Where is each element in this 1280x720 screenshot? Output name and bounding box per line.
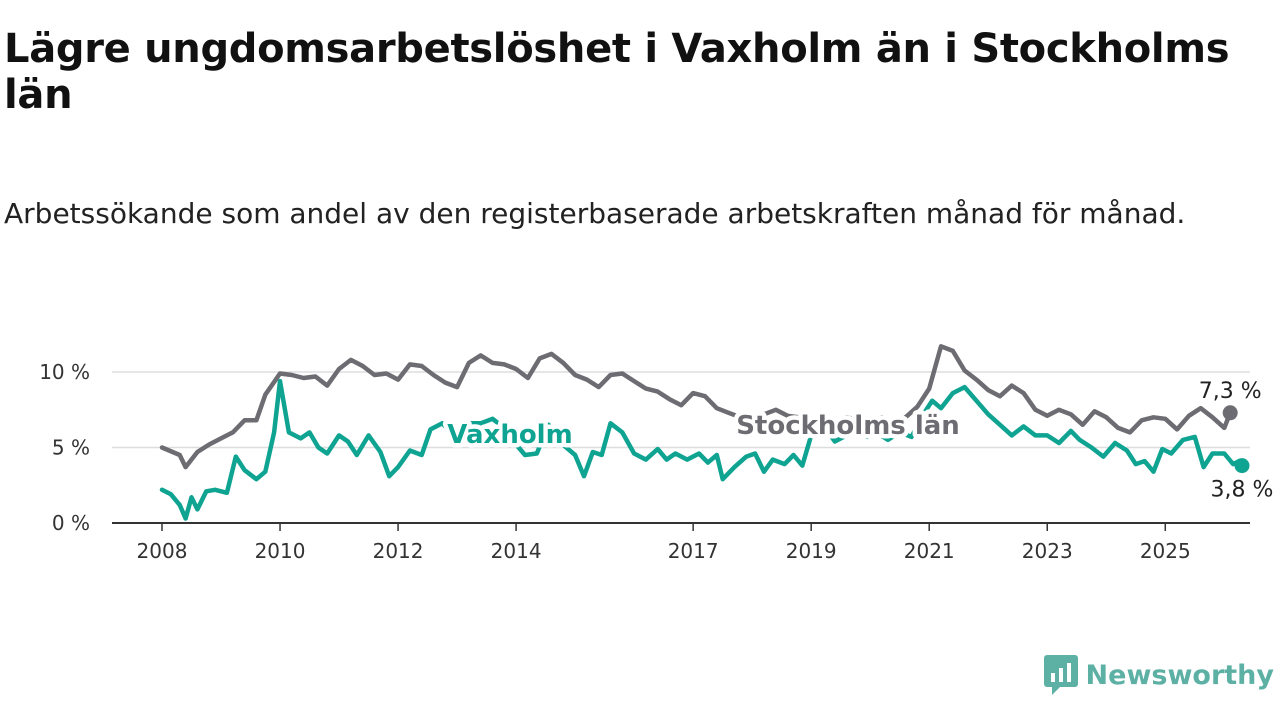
x-tick-label: 2010 — [255, 539, 306, 563]
x-tick-label: 2008 — [137, 539, 188, 563]
chart-title: Lägre ungdomsarbetslöshet i Vaxholm än i… — [4, 26, 1230, 118]
newsworthy-logo-text: Newsworthy — [1085, 659, 1274, 691]
y-tick-label: 5 % — [52, 436, 90, 460]
y-tick-label: 10 % — [39, 360, 90, 384]
stockholms-lan-line — [159, 344, 1233, 470]
gridlines — [112, 371, 1250, 449]
vaxholm-end-point — [1234, 458, 1250, 474]
newsworthy-logo: Newsworthy — [1043, 655, 1274, 695]
x-tick-label: 2023 — [1022, 539, 1073, 563]
newsworthy-logo-icon — [1043, 655, 1078, 695]
line-chart: 0 % 5 % 10 % 2008 2010 2012 2014 2017 2019 2021 20… — [39, 344, 1274, 563]
x-tick-label: 2014 — [491, 539, 542, 563]
series-lines — [159, 344, 1250, 521]
x-tick-label: 2012 — [373, 539, 424, 563]
x-tick-label: 2017 — [668, 539, 719, 563]
chart-subtitle: Arbetssökande som andel av den registerb… — [4, 197, 1186, 230]
stockholms-lan-end-point — [1222, 405, 1238, 421]
stockholms-lan-end-label: 7,3 % — [1199, 379, 1262, 404]
y-tick-label: 0 % — [52, 511, 90, 535]
x-tick-label: 2025 — [1140, 539, 1191, 563]
axes: 0 % 5 % 10 % 2008 2010 2012 2014 2017 2019 2021 20… — [39, 360, 1250, 563]
vaxholm-series-label: Vaxholm — [447, 420, 572, 450]
vaxholm-line — [159, 378, 1245, 521]
chart-labels: 7,3 % 3,8 % Stockholms län Vaxholm — [443, 379, 1274, 503]
x-tick-label: 2019 — [786, 539, 837, 563]
vaxholm-end-label: 3,8 % — [1211, 478, 1274, 503]
stockholms-lan-series-label: Stockholms län — [736, 411, 960, 441]
x-tick-label: 2021 — [904, 539, 955, 563]
